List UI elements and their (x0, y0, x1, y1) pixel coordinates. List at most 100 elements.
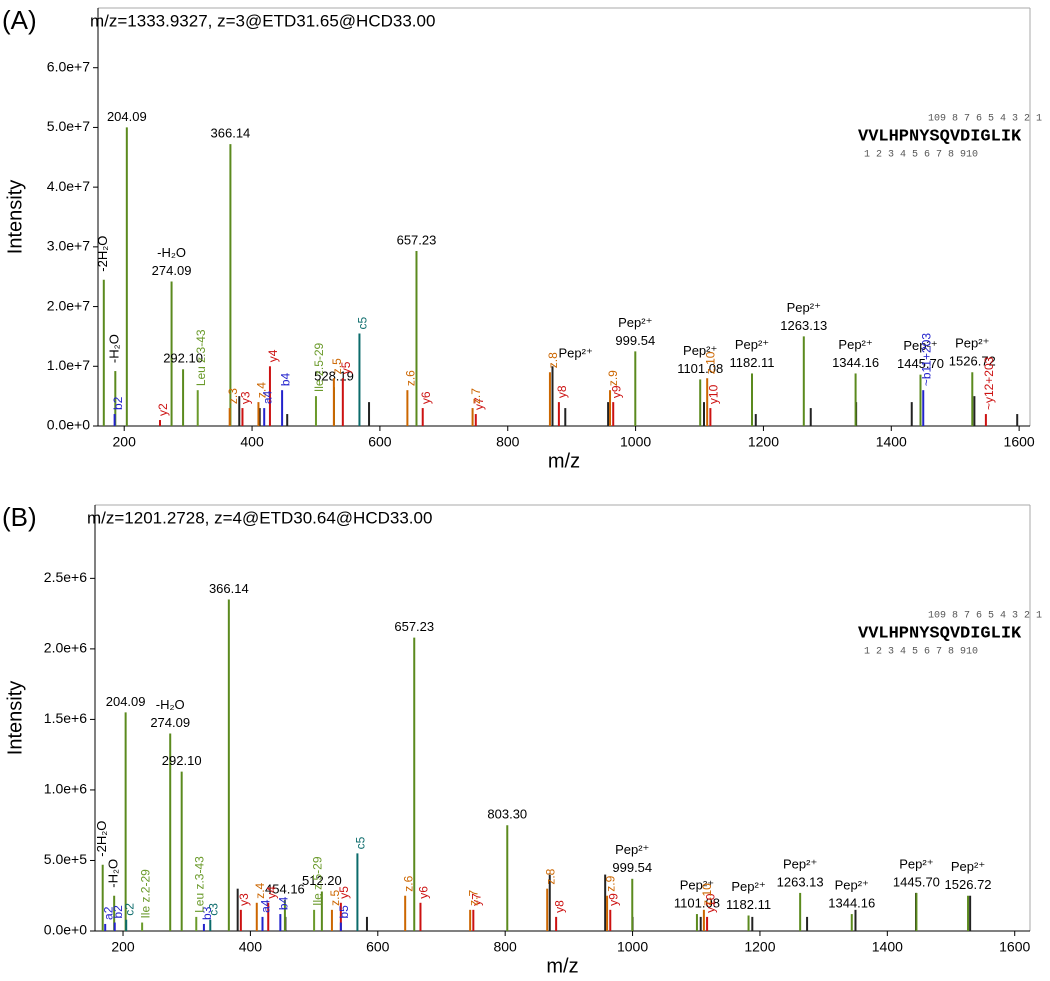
y-tick-label: 3.0e+7 (47, 238, 90, 254)
y-tick-label: 2.0e+7 (47, 297, 90, 313)
peak-label: 366.14 (211, 126, 251, 141)
peak-label: 1182.11 (729, 355, 774, 370)
fragment-label: z.9 (603, 875, 617, 891)
fragment-label: Ile z.5-29 (310, 856, 324, 906)
fragment-label: z.9 (606, 370, 620, 386)
x-axis-label: m/z (548, 450, 580, 472)
x-tick-label: 600 (366, 939, 390, 955)
peak-label: 1263.13 (777, 874, 824, 889)
fragment-label: z.5 (330, 358, 344, 374)
peak-note: Pep²⁺ (835, 878, 869, 893)
y-tick-label: 0.0e+0 (47, 417, 90, 433)
chart-title: m/z=1333.9327, z=3@ETD31.65@HCD33.00 (90, 11, 435, 30)
fragment-label: b2 (111, 905, 125, 919)
x-tick-label: 1600 (1004, 434, 1035, 450)
y-tick-label: 1.0e+6 (44, 781, 87, 797)
fragment-label: ~y12+203 (982, 356, 996, 410)
panel-label: (B) (2, 502, 37, 532)
peak-note: Pep²⁺ (951, 859, 985, 874)
fragment-label: y6 (417, 886, 431, 899)
fragment-label: y4 (266, 349, 280, 362)
peak-label: Pep²⁺ (558, 346, 592, 361)
peak-note: -2H₂O (94, 821, 109, 857)
peak-note: Pep²⁺ (903, 338, 937, 353)
fragment-label: c5 (354, 836, 368, 849)
x-axis-label: m/z (546, 955, 578, 977)
fragment-label: c3 (206, 903, 220, 916)
x-tick-label: 200 (111, 939, 135, 955)
peak-note: Pep²⁺ (683, 343, 717, 358)
peak-note: Pep²⁺ (680, 878, 714, 893)
x-tick-label: 1200 (748, 434, 779, 450)
fragment-label: b5 (337, 905, 351, 919)
peak-note: Pep²⁺ (731, 879, 765, 894)
y-axis-label: Intensity (4, 681, 26, 755)
ladder-bottom: 1 2 3 4 5 6 7 8 910 (864, 647, 978, 658)
panel: (A) m/z=1333.9327, z=3@ETD31.65@HCD33.00 2… (2, 5, 1042, 472)
x-tick-label: 1000 (620, 434, 651, 450)
x-tick-label: 600 (368, 434, 392, 450)
fragment-label: z.5 (328, 890, 342, 906)
peak-label: 366.14 (209, 581, 249, 596)
peak-label: 1182.11 (726, 897, 771, 912)
peak-label: 1344.16 (828, 896, 875, 911)
fragment-label: b3 (200, 906, 214, 920)
x-tick-label: 1400 (876, 434, 907, 450)
y-tick-label: 5.0e+7 (47, 118, 90, 134)
peak-label: 454.16 (265, 881, 305, 896)
y-axis-label: Intensity (4, 180, 26, 254)
peak-label: 657.23 (394, 619, 434, 634)
peak-label: 1526.72 (949, 354, 996, 369)
y-tick-label: 5.0e+5 (44, 851, 87, 867)
peak-label: 528.19 (314, 369, 354, 384)
fragment-label: y6 (419, 391, 433, 404)
x-tick-label: 800 (493, 939, 517, 955)
peak-label: 999.54 (612, 860, 652, 875)
fragment-label: y9 (609, 385, 623, 398)
peak-label: 292.10 (162, 753, 202, 768)
fragment-label: z.7 (469, 388, 483, 404)
fragment-label: y10 (703, 893, 717, 913)
x-tick-label: 800 (496, 434, 520, 450)
y-tick-label: 6.0e+7 (47, 58, 90, 74)
fragment-label: y2 (156, 403, 170, 416)
fragment-label: a2 (101, 906, 115, 920)
peak-note: -H₂O (106, 859, 121, 888)
fragment-label: a4 (260, 390, 274, 404)
peak-label: 292.10 (163, 351, 203, 366)
fragment-label: y8 (555, 385, 569, 398)
ladder-bottom: 1 2 3 4 5 6 7 8 910 (864, 150, 978, 161)
fragment-label: y5 (337, 886, 351, 899)
fragment-label: Ile z.2-29 (138, 869, 152, 919)
fragment-label: Leu z.3-43 (192, 856, 206, 913)
peak-note: Pep²⁺ (735, 337, 769, 352)
ladder-top: 109 8 7 6 5 4 3 2 1 (928, 611, 1042, 622)
fragment-label: z.4 (255, 382, 269, 398)
fragment-label: y7 (470, 893, 484, 906)
y-tick-label: 1.5e+6 (44, 710, 87, 726)
fragment-label: z.8 (543, 868, 557, 884)
fragment-label: y3 (237, 893, 251, 906)
fragment-label: z.7 (466, 890, 480, 906)
fragment-label: c2 (122, 903, 136, 916)
peak-label: 1101.08 (674, 896, 720, 911)
peak-label: 512.20 (302, 873, 342, 888)
y-tick-label: 1.0e+7 (47, 357, 90, 373)
fragment-label: y10 (707, 384, 721, 404)
x-tick-label: 200 (113, 434, 137, 450)
fragment-label: b4 (278, 372, 292, 386)
x-tick-label: 400 (239, 939, 263, 955)
x-tick-label: 1200 (744, 939, 775, 955)
fragment-label: y9 (606, 893, 620, 906)
fragment-label: y3 (239, 391, 253, 404)
peak-note: -H₂O (107, 334, 122, 363)
fragment-label: Leu z.3-43 (194, 329, 208, 386)
fragment-label: b4 (277, 896, 291, 910)
y-tick-label: 2.5e+6 (44, 569, 87, 585)
fragment-label: z.3 (226, 388, 240, 404)
fragment-label: y8 (552, 900, 566, 913)
fragment-label: z.8 (546, 352, 560, 368)
fragment-label: ~b11+203 (919, 333, 933, 386)
fragment-label: y4 (264, 886, 278, 899)
